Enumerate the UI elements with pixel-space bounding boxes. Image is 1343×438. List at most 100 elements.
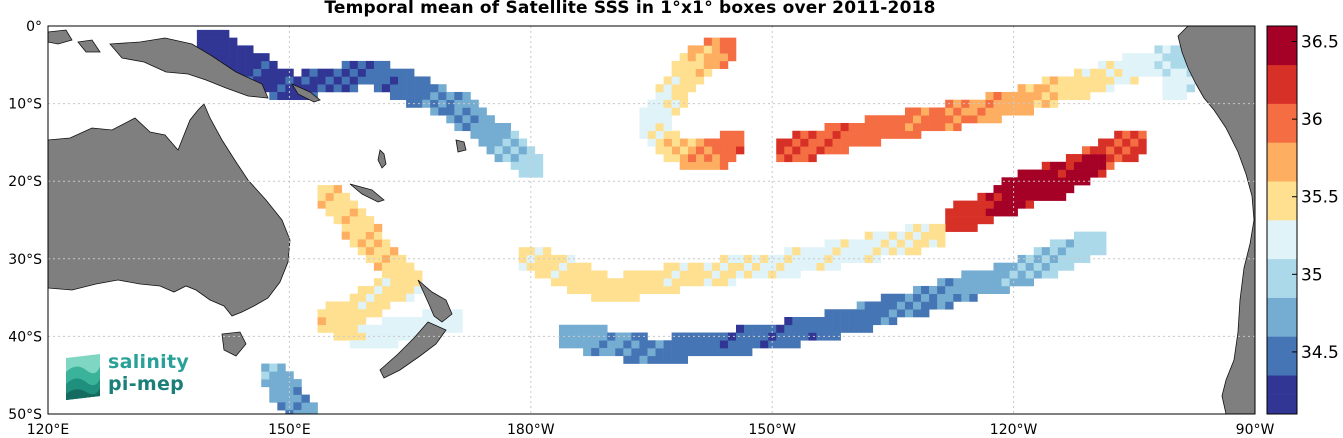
sss-cell bbox=[800, 146, 809, 155]
sss-cell bbox=[1009, 200, 1018, 209]
sss-cell bbox=[414, 317, 423, 326]
sss-cell bbox=[663, 107, 672, 116]
sss-cell bbox=[687, 270, 697, 279]
sss-cell bbox=[792, 154, 801, 163]
colorbar-step bbox=[1267, 336, 1297, 357]
sss-cell bbox=[913, 285, 922, 295]
sss-cell bbox=[832, 247, 841, 256]
sss-cell bbox=[373, 340, 383, 349]
sss-cell bbox=[985, 285, 994, 295]
sss-cell bbox=[575, 340, 584, 349]
sss-cell bbox=[204, 37, 214, 46]
sss-cell bbox=[687, 348, 697, 357]
sss-cell bbox=[904, 239, 914, 248]
sss-cell bbox=[993, 99, 1002, 108]
sss-cell bbox=[695, 161, 705, 170]
sss-cell bbox=[832, 123, 841, 132]
sss-cell bbox=[824, 317, 833, 326]
sss-cell bbox=[1146, 60, 1155, 69]
sss-cell bbox=[365, 309, 375, 318]
sss-cell bbox=[703, 161, 713, 170]
sss-cell bbox=[301, 402, 310, 411]
sss-cell bbox=[993, 192, 1002, 201]
sss-cell bbox=[1073, 161, 1083, 170]
sss-cell bbox=[414, 91, 423, 101]
sss-cell bbox=[687, 68, 697, 77]
sss-cell bbox=[1138, 60, 1147, 69]
sss-cell bbox=[389, 293, 399, 302]
sss-cell bbox=[703, 348, 713, 357]
sss-cell bbox=[454, 317, 463, 326]
sss-cell bbox=[977, 208, 986, 217]
sss-cell bbox=[389, 340, 399, 349]
sss-cell bbox=[1081, 154, 1091, 163]
sss-cell bbox=[269, 394, 278, 403]
sss-cell bbox=[237, 45, 246, 54]
sss-cell bbox=[1098, 60, 1107, 69]
sss-cell bbox=[285, 371, 294, 380]
sss-cell bbox=[784, 340, 793, 349]
sss-cell bbox=[309, 68, 318, 77]
sss-cell bbox=[719, 340, 729, 349]
sss-cell bbox=[365, 76, 375, 85]
sss-cell bbox=[1065, 254, 1075, 263]
colorbar-steps bbox=[1267, 26, 1297, 415]
sss-cell bbox=[687, 76, 697, 85]
sss-cell bbox=[237, 60, 246, 69]
sss-cell bbox=[727, 53, 737, 62]
sss-cell bbox=[663, 76, 672, 85]
sss-cell bbox=[776, 324, 785, 333]
sss-cell bbox=[953, 200, 962, 209]
sss-cell bbox=[1057, 91, 1067, 101]
sss-cell bbox=[245, 53, 254, 62]
sss-cell bbox=[735, 146, 745, 155]
colorbar-step bbox=[1267, 142, 1297, 163]
sss-cell bbox=[663, 340, 672, 349]
logo-wave-icon bbox=[66, 354, 100, 400]
sss-cell bbox=[406, 285, 415, 295]
sss-cell bbox=[1170, 91, 1179, 101]
sss-cell bbox=[816, 146, 825, 155]
sss-cell bbox=[381, 332, 391, 341]
sss-cell bbox=[373, 60, 383, 69]
colorbar-step bbox=[1267, 355, 1297, 376]
sss-cell bbox=[631, 348, 640, 357]
sss-cell bbox=[671, 340, 680, 349]
sss-cell bbox=[880, 309, 890, 318]
sss-cell bbox=[663, 278, 672, 287]
sss-cell bbox=[1170, 84, 1179, 93]
sss-cell bbox=[961, 278, 970, 287]
sss-cell bbox=[744, 262, 753, 271]
sss-cell bbox=[1041, 84, 1051, 93]
sss-cell bbox=[808, 146, 817, 155]
sss-cell bbox=[1186, 84, 1195, 93]
sss-cell bbox=[317, 76, 326, 85]
sss-cell bbox=[373, 247, 383, 256]
sss-cell bbox=[792, 146, 801, 155]
sss-cell bbox=[631, 340, 640, 349]
sss-cell bbox=[663, 270, 672, 279]
sss-cell bbox=[389, 317, 399, 326]
sss-cell bbox=[414, 84, 423, 93]
sss-cell bbox=[1065, 154, 1075, 163]
sss-cell bbox=[792, 254, 801, 263]
sss-cell bbox=[454, 107, 463, 116]
sss-cell bbox=[1025, 200, 1035, 209]
sss-cell bbox=[325, 317, 334, 326]
sss-cell bbox=[719, 53, 729, 62]
sss-cell bbox=[913, 115, 922, 124]
sss-cell bbox=[381, 84, 391, 93]
sss-cell bbox=[1098, 76, 1107, 85]
sss-cell bbox=[301, 410, 310, 414]
sss-cell bbox=[381, 254, 391, 263]
sss-cell bbox=[679, 84, 689, 93]
sss-cell bbox=[913, 107, 922, 116]
south-america-coast bbox=[1177, 26, 1255, 414]
sss-cell bbox=[639, 115, 648, 124]
sss-cell bbox=[438, 107, 447, 116]
sss-cell bbox=[711, 262, 721, 271]
sss-cell bbox=[1098, 161, 1107, 170]
sss-cell bbox=[398, 285, 407, 295]
sss-cell bbox=[422, 317, 431, 326]
sss-cell bbox=[631, 278, 640, 287]
